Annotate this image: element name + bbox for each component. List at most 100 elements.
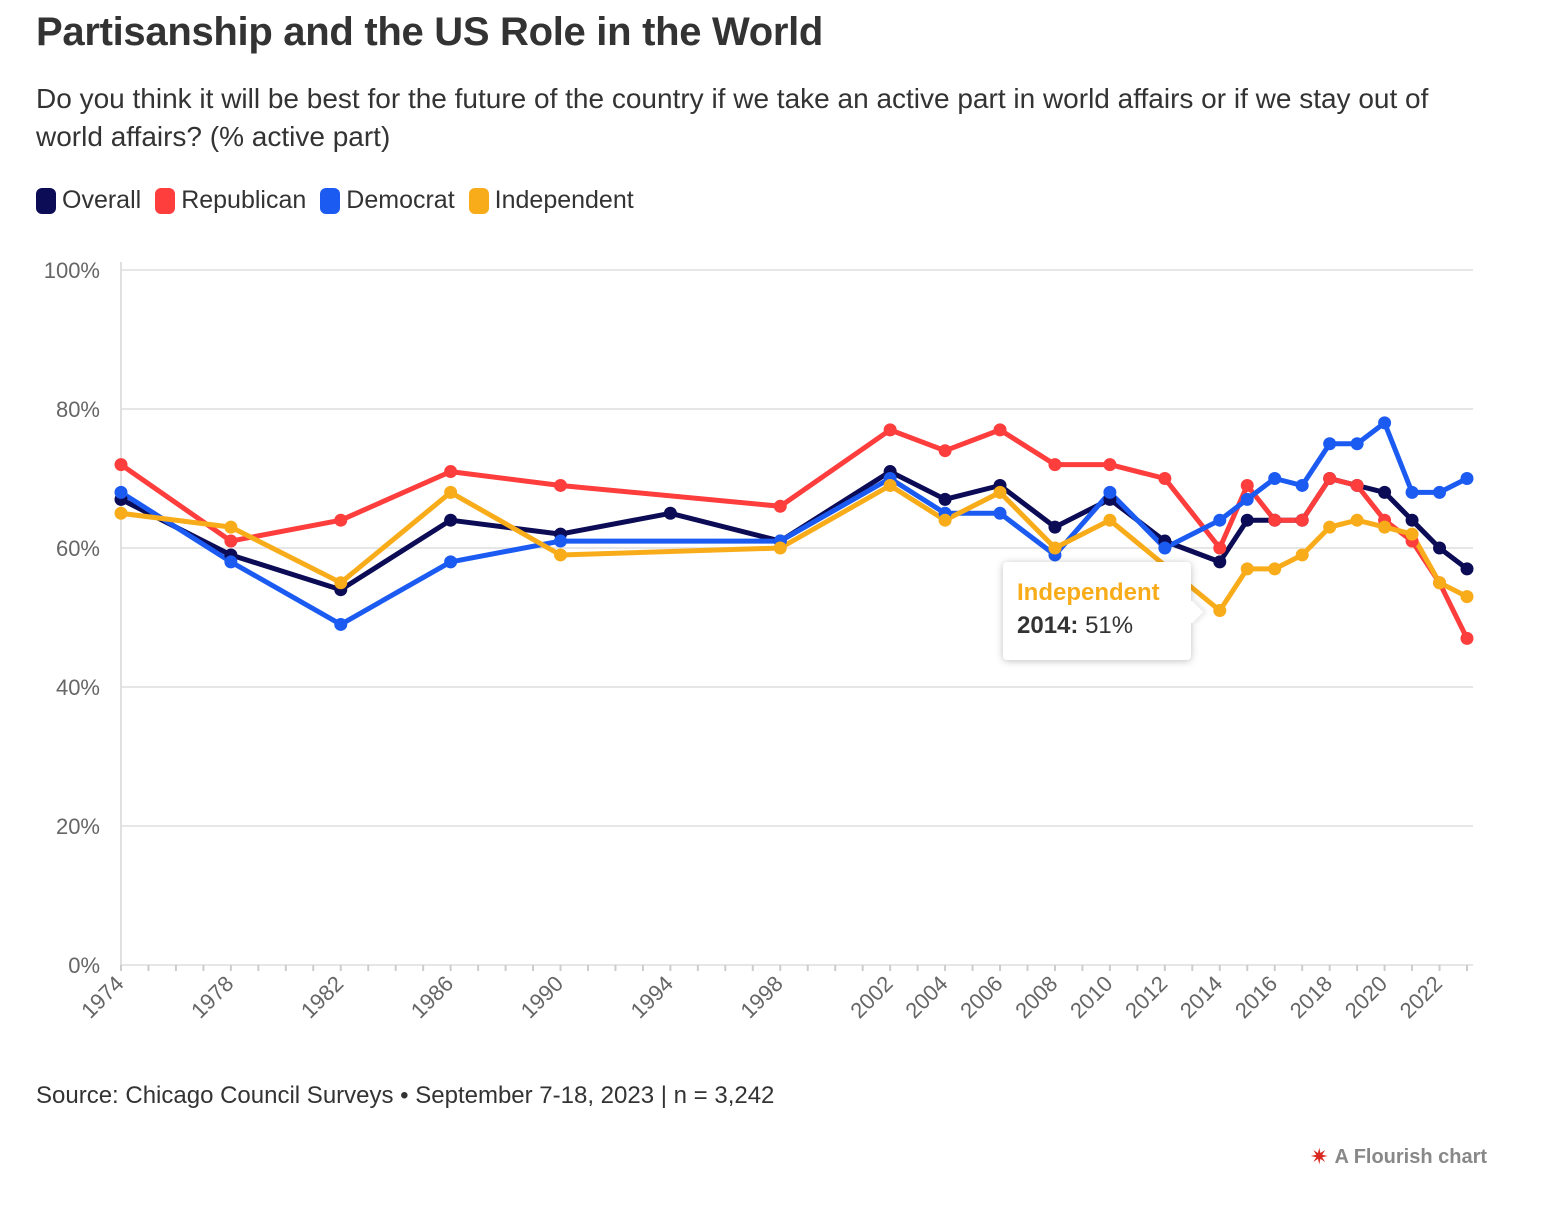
x-tick-label: 2004 [900,971,952,1023]
data-point-independent [1378,520,1392,534]
data-point-democrat [554,534,568,548]
data-point-independent [938,513,952,527]
data-point-republican [224,534,238,548]
legend: Overall Republican Democrat Independent [36,186,648,215]
legend-item-democrat[interactable]: Democrat [320,186,455,215]
x-tick-label: 2012 [1120,971,1172,1023]
x-tick-label: 2014 [1175,971,1227,1023]
data-point-independent [1103,513,1117,527]
y-tick-label: 40% [56,675,100,700]
data-point-republican [114,458,128,472]
x-tick-label: 2020 [1340,971,1392,1023]
data-point-republican [334,513,348,527]
x-tick-label: 1998 [736,971,788,1023]
y-tick-label: 80% [56,397,100,422]
series-line-republican [118,427,1470,641]
data-point-overall [1405,513,1419,527]
data-point-republican [1350,478,1364,492]
data-point-republican [554,478,568,492]
x-tick-label: 2022 [1395,971,1447,1023]
y-tick-label: 0% [68,953,100,978]
data-point-democrat [1460,472,1474,485]
line-chart: 0% 20% 40% 60% 80% 100% 1974 1978 1982 1986 1990 19… [44,258,1474,1023]
data-point-republican [1213,541,1227,555]
legend-label-republican: Republican [181,186,307,214]
x-tick-label: 2016 [1230,971,1282,1023]
data-point-overall [1240,513,1254,527]
x-tick-label: 2008 [1010,971,1062,1023]
data-point-democrat [1268,472,1282,485]
x-tick-label: 2002 [845,971,897,1023]
data-point-independent [1213,604,1227,618]
data-point-republican [1240,478,1254,492]
data-point-overall [663,506,677,520]
x-tick-label: 1994 [626,971,678,1023]
x-tick-label: 2010 [1065,971,1117,1023]
data-point-overall [444,513,458,527]
data-point-independent [1240,562,1254,576]
data-point-republican [1460,631,1474,645]
data-point-republican [1323,472,1337,485]
data-point-independent [444,485,458,499]
data-point-overall [1213,555,1227,569]
data-point-republican [1268,513,1282,527]
data-point-republican [444,465,458,479]
legend-swatch-independent [468,187,489,214]
data-point-overall [1433,541,1447,555]
legend-swatch-democrat [320,187,341,214]
flourish-logo-icon: ✷ [1310,1144,1329,1169]
data-point-republican [1158,472,1172,485]
legend-label-democrat: Democrat [346,186,455,214]
legend-item-independent[interactable]: Independent [468,186,634,215]
data-point-democrat [1323,437,1337,451]
tooltip-value-text: 51% [1085,612,1134,639]
data-point-democrat [224,555,238,569]
data-point-independent [1433,576,1447,590]
x-tick-label: 1986 [406,971,458,1023]
legend-label-overall: Overall [62,186,142,214]
legend-item-republican[interactable]: Republican [155,186,306,215]
data-point-democrat [114,485,128,499]
data-point-democrat [993,506,1007,520]
flourish-credit[interactable]: ✷ A Flourish chart [1310,1144,1487,1170]
tooltip-value: 2014: 51% [1017,608,1177,644]
data-point-democrat [1103,485,1117,499]
data-point-independent [1350,513,1364,527]
x-tick-label: 1982 [296,971,348,1023]
data-point-independent [1295,548,1309,562]
data-point-democrat [1433,485,1447,499]
data-point-republican [1295,513,1309,527]
data-point-overall [1048,520,1062,534]
data-point-independent [114,506,128,520]
source-note: Source: Chicago Council Surveys • Septem… [36,1082,775,1109]
x-tick-label: 1978 [186,971,238,1023]
data-point-democrat [1295,478,1309,492]
data-point-independent [773,541,787,555]
data-point-republican [773,499,787,513]
data-point-independent [1405,527,1419,541]
tooltip-series-name: Independent [1017,579,1160,606]
data-point-democrat [334,617,348,631]
data-point-republican [1103,458,1117,472]
x-tick-label: 1990 [516,971,568,1023]
y-tick-label: 60% [56,536,100,561]
legend-swatch-overall [36,187,56,214]
x-tick-label: 1974 [76,971,128,1023]
y-tick-label: 100% [44,258,100,283]
x-tick-label: 2018 [1285,971,1337,1023]
data-point-democrat [1213,513,1227,527]
y-tick-label: 20% [56,814,100,839]
data-point-independent [1323,520,1337,534]
x-tick-label: 2006 [955,971,1007,1023]
data-point-overall [1460,562,1474,576]
data-point-independent [883,478,897,492]
data-point-independent [224,520,238,534]
data-point-democrat [1378,416,1392,430]
legend-item-overall[interactable]: Overall [36,186,141,215]
data-point-independent [1048,541,1062,555]
flourish-credit-text: A Flourish chart [1334,1145,1488,1168]
data-point-independent [1268,562,1282,576]
data-point-republican [1048,458,1062,472]
data-point-overall [938,492,952,506]
data-point-republican [883,423,897,437]
